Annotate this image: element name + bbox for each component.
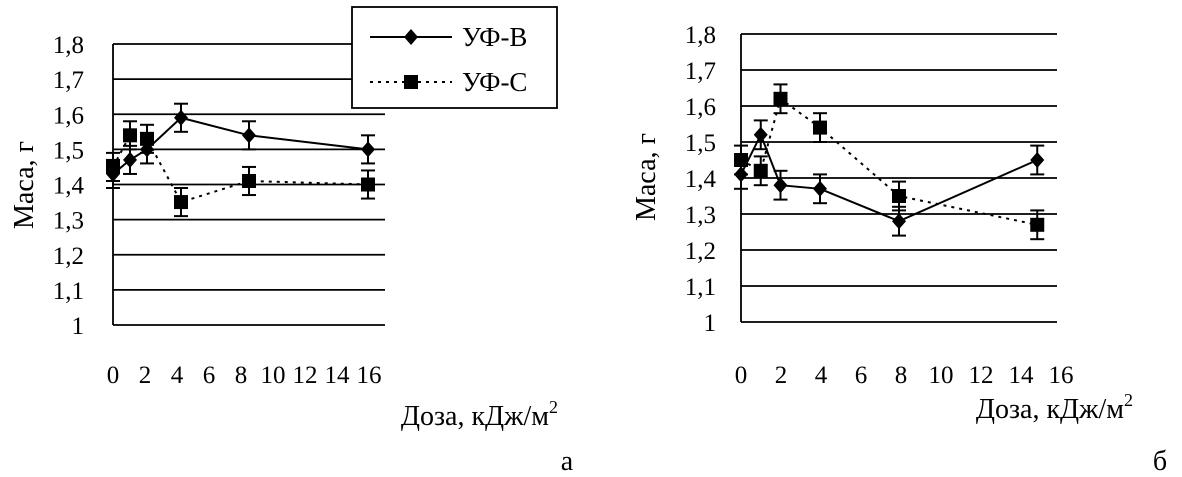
x-tick-label: 0 [735, 362, 748, 389]
data-point [753, 126, 768, 143]
y-tick-label: 1,7 [53, 67, 84, 94]
series-uv-c [106, 120, 375, 218]
x-axis-label: Доза, кДж/м2 [976, 390, 1133, 425]
x-tick-label: 16 [357, 362, 382, 389]
y-tick-label: 1,2 [685, 238, 716, 265]
x-tick-label: 14 [325, 362, 351, 389]
y-tick-label: 1 [704, 310, 717, 337]
data-point [123, 128, 137, 143]
data-point [106, 159, 120, 174]
data-point [753, 163, 768, 178]
y-tick-label: 1,6 [53, 102, 84, 129]
x-tick-label: 6 [203, 362, 216, 389]
x-tick-label: 10 [261, 362, 286, 389]
y-tick-label: 1,1 [685, 274, 716, 301]
x-tick-label: 2 [139, 362, 152, 389]
data-point [892, 189, 906, 203]
x-tick-label: 12 [293, 362, 318, 389]
data-point [773, 177, 788, 194]
data-point [1030, 217, 1045, 232]
series-uv-c [734, 83, 1045, 241]
series-line [112, 134, 369, 204]
data-point [361, 141, 375, 158]
panel-letter: б [1153, 446, 1167, 477]
series-line [740, 132, 1038, 223]
y-tick-label: 1,1 [53, 278, 84, 305]
y-axis-label: Маса, г [9, 141, 40, 229]
legend-box [351, 6, 558, 109]
data-point [734, 153, 748, 167]
data-point [140, 131, 154, 146]
y-tick-label: 1,5 [53, 137, 84, 164]
data-point [892, 213, 906, 230]
y-axis-label: Маса, г [631, 133, 662, 221]
x-tick-label: 2 [775, 362, 788, 389]
y-tick-label: 1,8 [53, 32, 84, 59]
x-tick-label: 12 [969, 362, 994, 389]
y-tick-label: 1,5 [685, 130, 716, 157]
y-tick-label: 1,2 [53, 243, 84, 270]
x-tick-label: 0 [107, 362, 120, 389]
data-point [242, 127, 256, 144]
data-point [242, 173, 256, 188]
series-uv-b [734, 119, 1045, 237]
y-tick-label: 1,3 [53, 208, 84, 235]
data-point [174, 195, 188, 210]
panel-letter: а [561, 446, 574, 477]
legend: УФ-В УФ-С [351, 6, 558, 109]
y-tick-label: 1,7 [685, 58, 716, 85]
series-line [740, 97, 1038, 226]
y-tick-label: 1,8 [685, 22, 716, 49]
x-tick-label: 14 [1009, 362, 1035, 389]
legend-label: УФ-С [462, 67, 527, 97]
y-tick-label: 1,6 [685, 94, 716, 121]
data-point [813, 180, 827, 197]
data-point [813, 120, 827, 135]
legend-marker [404, 29, 418, 45]
x-tick-label: 8 [895, 362, 908, 389]
legend-marker [404, 75, 418, 89]
chart-b: 1 1,1 1,2 1,3 1,4 1,5 1,6 1,7 1,8 0 2 4 6 8 10 12 14 16 Ма… [631, 22, 1167, 477]
data-point [1030, 152, 1045, 168]
x-tick-label: 6 [855, 362, 868, 389]
x-tick-label: 4 [171, 362, 184, 389]
y-tick-label: 1,4 [53, 173, 85, 200]
x-tick-label: 10 [929, 362, 954, 389]
y-tick-label: 1 [72, 313, 85, 340]
y-tick-label: 1,3 [685, 202, 716, 229]
data-point [123, 151, 137, 168]
x-tick-label: 4 [815, 362, 828, 389]
data-point [361, 177, 375, 192]
chart-a: 1 1,1 1,2 1,3 1,4 1,5 1,6 1,7 1,8 0 2 4 6 8 10 12 14 16 Ма… [9, 6, 574, 477]
x-tick-label: 16 [1049, 362, 1074, 389]
x-tick-label: 8 [235, 362, 248, 389]
x-axis-label: Доза, кДж/м2 [401, 397, 558, 432]
data-point [773, 91, 788, 106]
series-line [112, 116, 369, 175]
legend-label: УФ-В [462, 22, 527, 52]
y-tick-label: 1,4 [685, 166, 717, 193]
data-point [174, 109, 188, 126]
